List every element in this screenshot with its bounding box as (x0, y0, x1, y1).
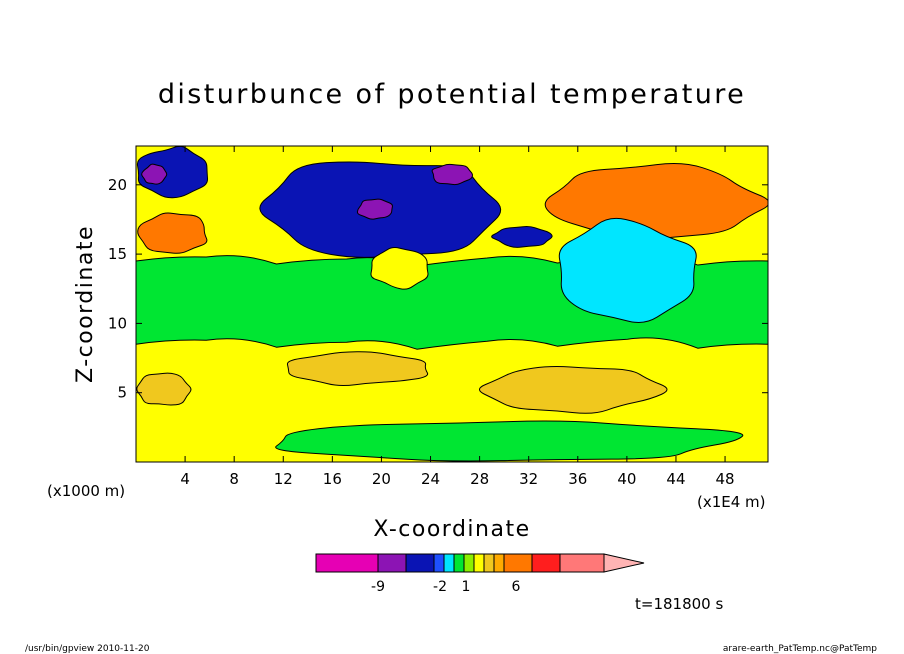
x-tick-label: 12 (274, 470, 293, 488)
region-purple-core-upper (431, 163, 473, 186)
colorbar-swatch (493, 553, 505, 573)
region-green-bottom-blobs (275, 420, 744, 462)
colorbar-swatch (315, 553, 379, 573)
colorbar-swatch (473, 553, 485, 573)
region-purple-core-mid (356, 198, 393, 220)
colorbar-swatch (503, 553, 533, 573)
region-upper-orange-left (137, 212, 208, 254)
x-tick-label: 32 (519, 470, 538, 488)
x-tick-label: 24 (421, 470, 440, 488)
region-orange-blob-right (479, 366, 668, 414)
x-tick-label: 36 (568, 470, 587, 488)
x-unit-right: (x1E4 m) (697, 493, 766, 511)
colorbar-labels: -9 -2 1 6 (371, 579, 521, 595)
colorbar-swatch (433, 553, 445, 573)
colorbar-swatch (559, 553, 605, 573)
colorbar-swatch (531, 553, 561, 573)
colorbar-swatch (405, 553, 435, 573)
colorbar-swatch (483, 553, 495, 573)
footer-right: arare-earth_PatTemp.nc@PatTemp (723, 644, 877, 654)
region-cyan-blob (558, 217, 697, 323)
x-tick-label: 16 (323, 470, 342, 488)
x-tick-label: 28 (470, 470, 489, 488)
x-axis: 4 8 12 16 20 24 28 32 36 40 44 48 (180, 146, 735, 488)
colorbar-tick-label: -9 (371, 579, 385, 595)
colorbar-tick-label: 1 (462, 579, 471, 595)
x-tick-label: 40 (617, 470, 636, 488)
colorbar-swatch (463, 553, 475, 573)
y-axis: 5 10 15 20 (108, 176, 768, 402)
colorbar (315, 553, 645, 573)
colorbar-swatch (377, 553, 407, 573)
region-upper-orange-right (544, 162, 768, 241)
y-axis-label: Z-coordinate (73, 225, 98, 383)
colorbar-tick-label: -2 (433, 579, 447, 595)
colorbar-swatch (453, 553, 465, 573)
region-blue-small (491, 226, 553, 248)
footer-left: /usr/bin/gpview 2010-11-20 (25, 644, 150, 654)
y-tick-label: 15 (108, 245, 127, 263)
colorbar-swatch (443, 553, 455, 573)
x-unit-left: (x1000 m) (47, 482, 125, 500)
x-tick-label: 44 (666, 470, 685, 488)
y-tick-label: 10 (108, 314, 127, 332)
x-axis-label: X-coordinate (373, 517, 530, 542)
colorbar-arrow (603, 553, 645, 573)
colorbar-tick-label: 6 (512, 579, 521, 595)
region-purple-core-topleft (141, 163, 168, 185)
region-blue-blob-topleft (136, 146, 209, 199)
plot-area (136, 146, 768, 462)
y-tick-label: 5 (117, 384, 127, 402)
plot-frame (135, 145, 769, 463)
x-tick-label: 48 (716, 470, 735, 488)
x-tick-label: 4 (180, 470, 190, 488)
x-tick-label: 20 (372, 470, 391, 488)
time-label: t=181800 s (635, 595, 723, 613)
region-orange-blob-left (136, 372, 192, 406)
y-tick-label: 20 (108, 176, 127, 194)
region-yellow-blob-mid (370, 247, 429, 290)
x-tick-label: 8 (229, 470, 239, 488)
region-orange-blob-mid (286, 351, 429, 387)
chart-title: disturbunce of potential temperature (158, 79, 746, 110)
